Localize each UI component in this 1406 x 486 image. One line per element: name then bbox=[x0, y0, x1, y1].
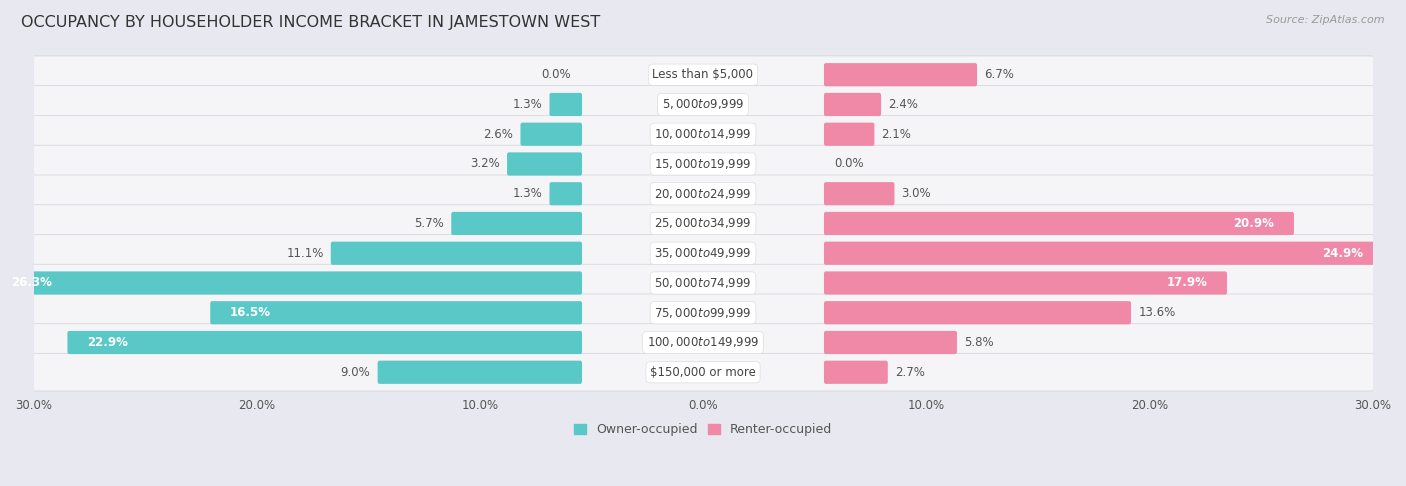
FancyBboxPatch shape bbox=[550, 93, 582, 116]
FancyBboxPatch shape bbox=[520, 122, 582, 146]
Text: 11.1%: 11.1% bbox=[287, 247, 323, 260]
FancyBboxPatch shape bbox=[824, 182, 894, 205]
Text: 20.9%: 20.9% bbox=[1233, 217, 1274, 230]
FancyBboxPatch shape bbox=[824, 93, 882, 116]
Text: 22.9%: 22.9% bbox=[87, 336, 128, 349]
FancyBboxPatch shape bbox=[824, 271, 1227, 295]
Text: 17.9%: 17.9% bbox=[1167, 277, 1208, 290]
FancyBboxPatch shape bbox=[824, 361, 887, 384]
Legend: Owner-occupied, Renter-occupied: Owner-occupied, Renter-occupied bbox=[568, 418, 838, 441]
Text: 16.5%: 16.5% bbox=[231, 306, 271, 319]
Text: 1.3%: 1.3% bbox=[513, 187, 543, 200]
FancyBboxPatch shape bbox=[330, 242, 582, 265]
FancyBboxPatch shape bbox=[31, 145, 1375, 183]
Text: 24.9%: 24.9% bbox=[1323, 247, 1364, 260]
FancyBboxPatch shape bbox=[67, 331, 582, 354]
Text: $10,000 to $14,999: $10,000 to $14,999 bbox=[654, 127, 752, 141]
Text: 1.3%: 1.3% bbox=[513, 98, 543, 111]
Text: 0.0%: 0.0% bbox=[835, 157, 865, 171]
FancyBboxPatch shape bbox=[378, 361, 582, 384]
FancyBboxPatch shape bbox=[31, 56, 1375, 93]
FancyBboxPatch shape bbox=[31, 294, 1375, 331]
Text: 2.6%: 2.6% bbox=[484, 128, 513, 141]
FancyBboxPatch shape bbox=[550, 182, 582, 205]
Text: $75,000 to $99,999: $75,000 to $99,999 bbox=[654, 306, 752, 320]
FancyBboxPatch shape bbox=[31, 86, 1375, 123]
FancyBboxPatch shape bbox=[824, 301, 1130, 324]
FancyBboxPatch shape bbox=[824, 63, 977, 87]
FancyBboxPatch shape bbox=[508, 153, 582, 175]
FancyBboxPatch shape bbox=[31, 205, 1375, 242]
FancyBboxPatch shape bbox=[211, 301, 582, 324]
Text: 2.7%: 2.7% bbox=[896, 366, 925, 379]
FancyBboxPatch shape bbox=[31, 175, 1375, 212]
Text: $15,000 to $19,999: $15,000 to $19,999 bbox=[654, 157, 752, 171]
Text: $35,000 to $49,999: $35,000 to $49,999 bbox=[654, 246, 752, 260]
FancyBboxPatch shape bbox=[824, 242, 1384, 265]
Text: $5,000 to $9,999: $5,000 to $9,999 bbox=[662, 98, 744, 111]
Text: 26.3%: 26.3% bbox=[11, 277, 52, 290]
Text: 13.6%: 13.6% bbox=[1139, 306, 1175, 319]
FancyBboxPatch shape bbox=[31, 264, 1375, 302]
FancyBboxPatch shape bbox=[824, 331, 957, 354]
FancyBboxPatch shape bbox=[824, 122, 875, 146]
Text: 6.7%: 6.7% bbox=[984, 68, 1014, 81]
Text: 5.7%: 5.7% bbox=[415, 217, 444, 230]
FancyBboxPatch shape bbox=[31, 234, 1375, 272]
Text: $20,000 to $24,999: $20,000 to $24,999 bbox=[654, 187, 752, 201]
Text: OCCUPANCY BY HOUSEHOLDER INCOME BRACKET IN JAMESTOWN WEST: OCCUPANCY BY HOUSEHOLDER INCOME BRACKET … bbox=[21, 15, 600, 30]
Text: 3.2%: 3.2% bbox=[470, 157, 501, 171]
Text: 0.0%: 0.0% bbox=[541, 68, 571, 81]
FancyBboxPatch shape bbox=[451, 212, 582, 235]
Text: $100,000 to $149,999: $100,000 to $149,999 bbox=[647, 335, 759, 349]
Text: $50,000 to $74,999: $50,000 to $74,999 bbox=[654, 276, 752, 290]
Text: 3.0%: 3.0% bbox=[901, 187, 931, 200]
Text: $25,000 to $34,999: $25,000 to $34,999 bbox=[654, 216, 752, 230]
FancyBboxPatch shape bbox=[31, 324, 1375, 361]
Text: 2.4%: 2.4% bbox=[889, 98, 918, 111]
FancyBboxPatch shape bbox=[0, 271, 582, 295]
FancyBboxPatch shape bbox=[31, 116, 1375, 153]
Text: 2.1%: 2.1% bbox=[882, 128, 911, 141]
Text: Less than $5,000: Less than $5,000 bbox=[652, 68, 754, 81]
Text: 9.0%: 9.0% bbox=[340, 366, 371, 379]
FancyBboxPatch shape bbox=[824, 212, 1294, 235]
Text: Source: ZipAtlas.com: Source: ZipAtlas.com bbox=[1267, 15, 1385, 25]
Text: $150,000 or more: $150,000 or more bbox=[650, 366, 756, 379]
Text: 5.8%: 5.8% bbox=[965, 336, 994, 349]
FancyBboxPatch shape bbox=[31, 353, 1375, 391]
